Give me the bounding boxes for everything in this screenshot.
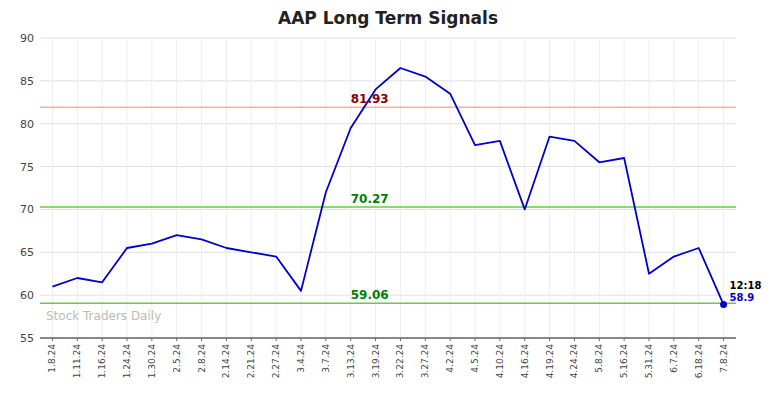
grid-line xyxy=(624,38,625,338)
x-tick-label: 4.24.24 xyxy=(569,344,579,379)
last-point xyxy=(720,301,727,308)
grid-line xyxy=(549,38,550,338)
y-tick-label: 75 xyxy=(20,161,34,174)
reference-label: 81.93 xyxy=(351,92,389,106)
grid-line xyxy=(574,38,575,338)
x-tick-label: 5.31.24 xyxy=(644,344,654,379)
x-tick-label: 6.18.24 xyxy=(694,344,704,379)
x-tick-label: 4.2.24 xyxy=(445,344,455,373)
grid-line xyxy=(40,338,736,339)
x-tick-label: 3.22.24 xyxy=(395,344,405,379)
x-tick-label: 2.8.24 xyxy=(197,344,207,373)
grid-line xyxy=(475,38,476,338)
x-tick-label: 5.16.24 xyxy=(619,344,629,379)
x-tick-label: 3.7.24 xyxy=(321,344,331,373)
grid-line xyxy=(325,38,326,338)
grid xyxy=(40,38,736,338)
grid-line xyxy=(40,80,736,81)
plot-area xyxy=(40,68,736,308)
x-tick-label: 5.8.24 xyxy=(594,344,604,373)
grid-line xyxy=(151,38,152,338)
grid-line xyxy=(499,38,500,338)
x-tick-label: 4.19.24 xyxy=(545,344,555,379)
x-tick-label: 1.16.24 xyxy=(97,344,107,379)
reference-label: 59.06 xyxy=(351,288,389,302)
watermark: Stock Traders Daily xyxy=(46,309,161,323)
x-tick-label: 7.8.24 xyxy=(719,344,729,373)
grid-line xyxy=(226,38,227,338)
grid-line xyxy=(524,38,525,338)
grid-line xyxy=(201,38,202,338)
y-tick-label: 80 xyxy=(20,118,34,131)
x-tick-label: 3.13.24 xyxy=(346,344,356,379)
grid-line xyxy=(400,38,401,338)
grid-line xyxy=(40,252,736,253)
grid-line xyxy=(102,38,103,338)
grid-line xyxy=(425,38,426,338)
y-tick-label: 85 xyxy=(20,75,34,88)
grid-line xyxy=(599,38,600,338)
grid-line xyxy=(649,38,650,338)
x-tick-label: 3.19.24 xyxy=(371,344,381,379)
y-tick-label: 70 xyxy=(20,203,34,216)
x-axis-line xyxy=(40,337,736,339)
grid-line xyxy=(40,166,736,167)
x-tick-label: 4.16.24 xyxy=(520,344,530,379)
y-tick-label: 55 xyxy=(20,332,34,345)
grid-line xyxy=(52,38,53,338)
title: AAP Long Term Signals xyxy=(278,8,498,28)
grid-line xyxy=(673,38,674,338)
x-tick-label: 2.21.24 xyxy=(246,344,256,379)
x-tick-label: 2.5.24 xyxy=(172,344,182,373)
grid-line xyxy=(40,38,736,39)
y-tick-label: 60 xyxy=(20,289,34,302)
grid-line xyxy=(40,209,736,210)
grid-line xyxy=(251,38,252,338)
reference-line xyxy=(40,206,736,208)
grid-line xyxy=(176,38,177,338)
grid-line xyxy=(77,38,78,338)
reference-line xyxy=(40,302,736,304)
chart: AAP Long Term Signals 55 60 65 70 75 80 85 90 1.8… xyxy=(0,0,784,398)
line xyxy=(52,68,723,305)
grid-line xyxy=(450,38,451,338)
grid-line xyxy=(698,38,699,338)
y-tick-label: 90 xyxy=(20,32,34,45)
x-tick-label: 6.7.24 xyxy=(669,344,679,373)
x-tick-label: 4.10.24 xyxy=(495,344,505,379)
grid-line xyxy=(301,38,302,338)
x-tick-label: 4.5.24 xyxy=(470,344,480,373)
x-tick-label: 1.8.24 xyxy=(47,344,57,373)
x-tick-label: 1.11.24 xyxy=(72,344,82,379)
x-tick-label: 1.24.24 xyxy=(122,344,132,379)
reference-line xyxy=(40,106,736,108)
grid-line xyxy=(723,38,724,338)
annotation: 58.9 xyxy=(730,292,755,303)
grid-line xyxy=(40,123,736,124)
x-tick-label: 2.14.24 xyxy=(221,344,231,379)
y-tick-label: 65 xyxy=(20,246,34,259)
x-tick-label: 3.4.24 xyxy=(296,344,306,373)
annotation: 12:18 xyxy=(730,280,762,291)
grid-line xyxy=(276,38,277,338)
x-tick-label: 2.27.24 xyxy=(271,344,281,379)
x-tick-label: 1.30.24 xyxy=(147,344,157,379)
x-tick-label: 3.27.24 xyxy=(420,344,430,379)
reference-label: 70.27 xyxy=(351,192,389,206)
grid-line xyxy=(127,38,128,338)
